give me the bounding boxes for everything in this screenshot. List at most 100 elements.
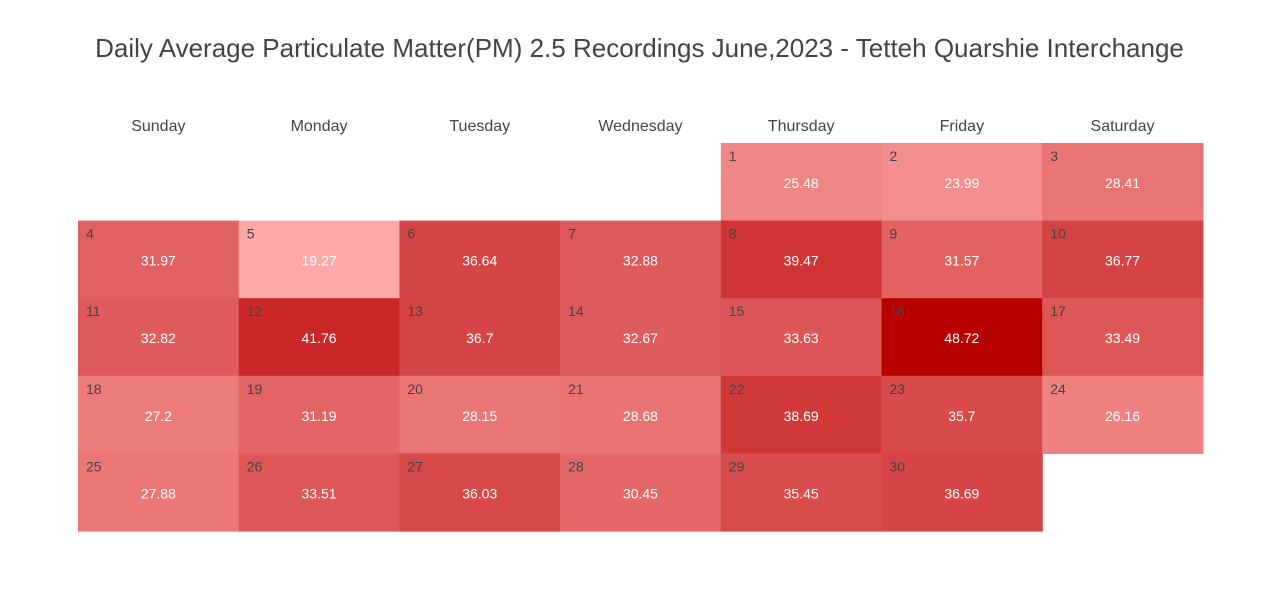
day-value-label: 36.7 <box>466 330 493 346</box>
day-cell-rect <box>399 220 561 299</box>
day-cell-rect <box>78 453 240 532</box>
day-value-label: 28.15 <box>462 408 497 424</box>
day-cell-rect <box>560 298 722 377</box>
day-value-label: 32.67 <box>623 330 658 346</box>
day-value-label: 27.88 <box>141 485 176 501</box>
day-value-label: 48.72 <box>944 330 979 346</box>
day-cell-rect <box>720 143 883 222</box>
day-cell-21: 21 28.68 <box>560 375 722 454</box>
day-cell-rect <box>560 453 722 532</box>
day-value-label: 26.16 <box>1105 408 1140 424</box>
day-cell-rect <box>560 375 722 454</box>
day-number: 3 <box>1050 148 1058 164</box>
day-number: 2 <box>890 148 898 164</box>
day-cell-rect <box>1042 143 1204 222</box>
day-value-label: 36.69 <box>944 485 979 501</box>
day-cell-7: 732.88 <box>560 220 722 299</box>
day-cell-rect <box>78 375 240 454</box>
day-number: 17 <box>1050 303 1066 319</box>
day-cell-13: 13 36.7 <box>399 298 561 377</box>
day-number: 16 <box>890 303 906 319</box>
day-cell-rect <box>1042 298 1204 377</box>
day-number: 4 <box>86 226 94 242</box>
day-cell-8: 839.47 <box>720 220 883 299</box>
day-value-label: 31.19 <box>302 408 337 424</box>
day-number: 18 <box>86 381 102 397</box>
day-cell-rect <box>881 143 1043 222</box>
day-cell-rect <box>1042 375 1204 454</box>
weekday-header-sunday: Sunday <box>131 118 185 135</box>
day-number: 29 <box>729 458 745 474</box>
day-number: 13 <box>407 303 423 319</box>
weekday-header-wednesday: Wednesday <box>598 118 682 135</box>
day-cell-rect <box>238 375 400 454</box>
day-cell-24: 24 26.16 <box>1042 375 1204 454</box>
day-cell-23: 23 35.7 <box>881 375 1043 454</box>
day-cell-rect <box>881 453 1043 532</box>
day-cell-29: 29 35.45 <box>720 453 883 532</box>
day-cell-27: 27 36.03 <box>399 453 561 532</box>
day-number: 28 <box>568 458 584 474</box>
day-value-label: 36.03 <box>462 485 497 501</box>
day-cell-rect <box>78 298 240 377</box>
day-cell-19: 19 31.19 <box>238 375 400 454</box>
day-number: 19 <box>247 381 263 397</box>
day-cell-1: 125.48 <box>720 143 883 222</box>
day-value-label: 33.51 <box>302 485 337 501</box>
day-cell-18: 18 27.2 <box>78 375 240 454</box>
day-number: 15 <box>729 303 745 319</box>
day-number: 8 <box>729 226 737 242</box>
day-cell-rect <box>560 220 722 299</box>
day-cell-3: 328.41 <box>1042 143 1204 222</box>
day-value-label: 23.99 <box>944 175 979 191</box>
chart-title: Daily Average Particulate Matter(PM) 2.5… <box>95 33 1184 63</box>
day-value-label: 35.45 <box>784 485 819 501</box>
day-cell-rect <box>78 220 240 299</box>
day-cell-rect <box>1042 220 1204 299</box>
day-cell-rect <box>399 375 561 454</box>
day-cell-14: 14 32.67 <box>560 298 722 377</box>
day-cell-rect <box>238 298 400 377</box>
day-cell-rect <box>238 220 400 299</box>
day-cell-rect <box>881 298 1043 377</box>
day-cell-6: 636.64 <box>399 220 561 299</box>
day-value-label: 39.47 <box>784 253 819 269</box>
day-number: 24 <box>1050 381 1066 397</box>
day-cell-20: 20 28.15 <box>399 375 561 454</box>
day-number: 26 <box>247 458 263 474</box>
day-number: 12 <box>247 303 263 319</box>
day-value-label: 36.64 <box>462 253 497 269</box>
day-number: 10 <box>1050 226 1066 242</box>
day-cell-11: 11 32.82 <box>78 298 240 377</box>
day-number: 20 <box>407 381 423 397</box>
day-cell-17: 17 33.49 <box>1042 298 1204 377</box>
day-number: 25 <box>86 458 102 474</box>
day-cell-rect <box>399 298 561 377</box>
day-number: 1 <box>729 148 737 164</box>
day-value-label: 31.57 <box>944 253 979 269</box>
weekday-header-monday: Monday <box>291 118 348 135</box>
day-number: 23 <box>890 381 906 397</box>
day-value-label: 30.45 <box>623 485 658 501</box>
day-cell-12: 12 41.76 <box>238 298 400 377</box>
day-value-label: 32.88 <box>623 253 658 269</box>
day-cell-rect <box>881 220 1043 299</box>
day-number: 11 <box>86 303 101 319</box>
day-cell-26: 26 33.51 <box>238 453 400 532</box>
day-number: 27 <box>407 458 423 474</box>
day-value-label: 31.97 <box>141 253 176 269</box>
day-cell-10: 10 36.77 <box>1042 220 1204 299</box>
day-cell-15: 15 33.63 <box>720 298 883 377</box>
day-cell-rect <box>881 375 1043 454</box>
weekday-header-friday: Friday <box>940 118 984 135</box>
day-number: 22 <box>729 381 745 397</box>
day-cell-rect <box>720 375 883 454</box>
day-cell-28: 28 30.45 <box>560 453 722 532</box>
weekday-header-tuesday: Tuesday <box>449 118 510 135</box>
day-value-label: 33.63 <box>784 330 819 346</box>
day-value-label: 33.49 <box>1105 330 1140 346</box>
day-cell-rect <box>399 453 561 532</box>
day-value-label: 35.7 <box>948 408 975 424</box>
day-number: 6 <box>407 226 415 242</box>
